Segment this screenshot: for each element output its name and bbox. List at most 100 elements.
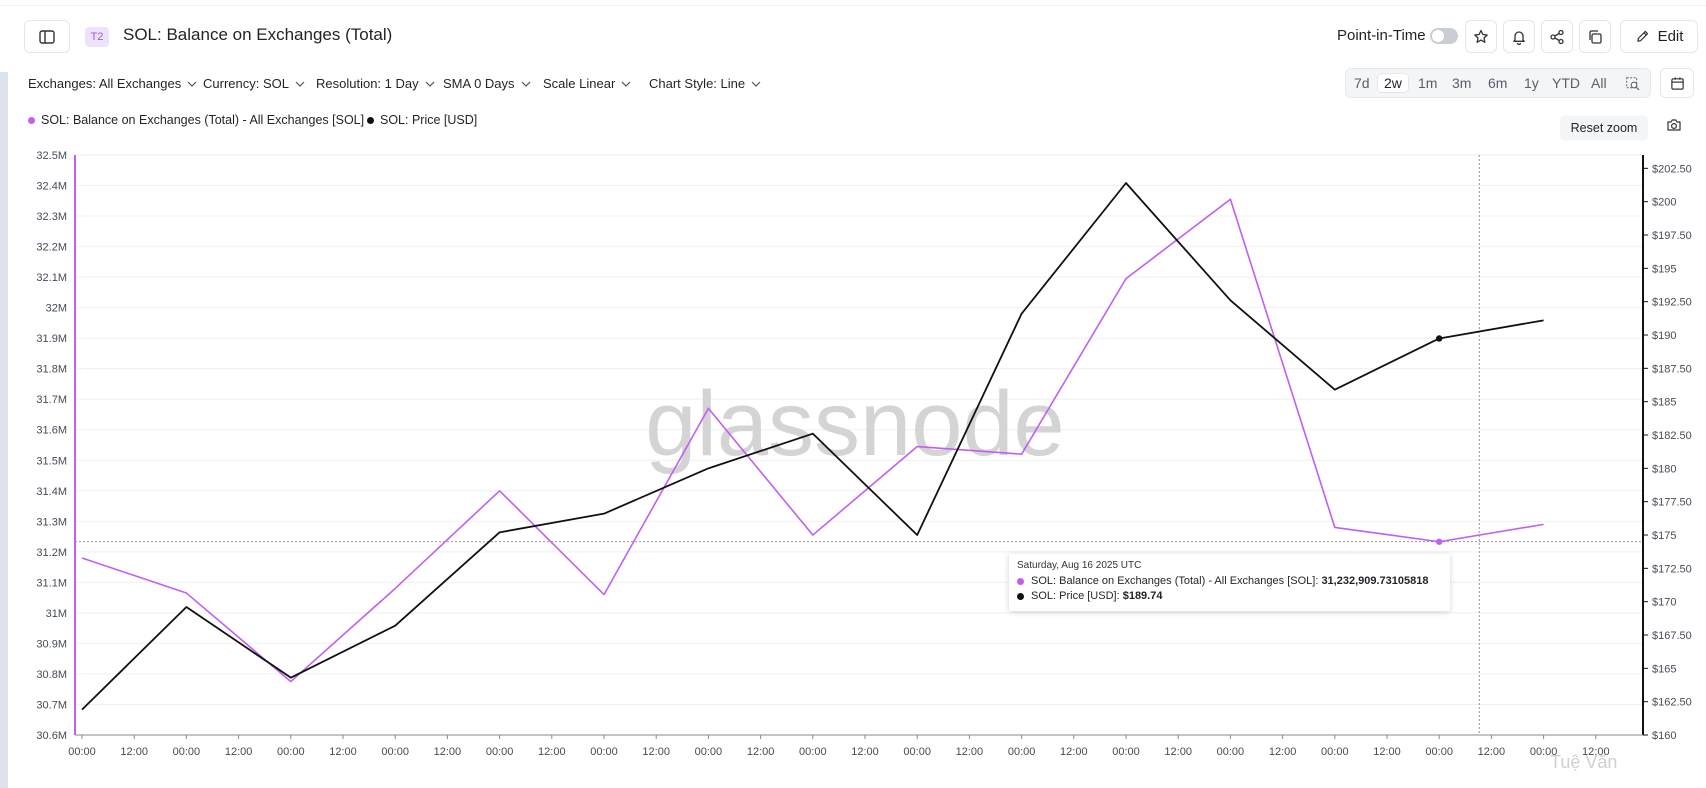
tooltip-price-value: $189.74 [1122,590,1163,602]
y-left-tick-label: 31.3M [36,516,67,528]
x-tick-label: 12:00 [851,746,879,758]
tooltip-price-dot [1017,593,1024,600]
y-left-tick-label: 30.8M [36,669,67,681]
point-in-time-toggle[interactable] [1430,28,1458,44]
x-tick-label: 00:00 [68,746,96,758]
edit-label: Edit [1657,28,1684,45]
range-ytd-button[interactable]: YTD [1552,75,1580,91]
left-scroll-rail[interactable] [0,72,8,788]
balance-series-line [81,198,1544,683]
y-left-tick-label: 32.3M [36,211,67,223]
exchanges-label: Exchanges: All Exchanges [28,76,182,91]
chart-style-dropdown[interactable]: Chart Style: Line [649,76,761,91]
y-right-tick-label: $182.50 [1652,430,1692,442]
tooltip-price-row: SOL: Price [USD]: $189.74 [1017,589,1442,604]
y-right-tick-label: $170 [1652,597,1676,609]
top-divider [0,5,1706,6]
favorite-button[interactable] [1465,20,1497,53]
x-tick-label: 12:00 [747,746,775,758]
y-left-tick-label: 32.1M [36,272,67,284]
point-in-time-label: Point-in-Time [1337,27,1426,44]
date-picker-button[interactable] [1660,68,1694,98]
y-right-tick-label: $167.50 [1652,630,1692,642]
chevron-down-icon [425,81,435,87]
y-right-tick-label: $202.50 [1652,163,1692,175]
y-right-tick-label: $177.50 [1652,497,1692,509]
x-tick-label: 00:00 [1008,746,1036,758]
resolution-dropdown[interactable]: Resolution: 1 Day [316,76,435,91]
range-2w-button[interactable]: 2w [1378,74,1408,92]
x-tick-label: 00:00 [277,746,305,758]
chart-style-label: Chart Style: Line [649,76,746,91]
x-tick-label: 12:00 [329,746,357,758]
range-6m-button[interactable]: 6m [1488,75,1508,91]
sma-dropdown[interactable]: SMA 0 Days [443,76,531,91]
scale-label: Scale Linear [543,76,616,91]
reset-zoom-button[interactable]: Reset zoom [1560,116,1648,140]
price-series-line [81,182,1544,711]
x-tick-label: 12:00 [1164,746,1192,758]
edit-button[interactable]: Edit [1620,20,1698,53]
range-1m-button[interactable]: 1m [1418,75,1438,91]
x-tick-label: 12:00 [1582,746,1610,758]
balance-legend-dot [28,116,35,124]
y-left-tick-label: 30.6M [36,730,67,742]
y-left-tick-label: 31.9M [36,333,67,345]
sma-label: SMA 0 Days [443,76,515,91]
tooltip-balance-label: SOL: Balance on Exchanges (Total) - All … [1031,575,1322,587]
range-7d-button[interactable]: 7d [1354,75,1370,91]
chart-tooltip: Saturday, Aug 16 2025 UTC SOL: Balance o… [1009,554,1450,611]
watermark: glassnode [645,373,1064,475]
share-icon [1550,29,1564,44]
x-tick-label: 12:00 [1373,746,1401,758]
chevron-down-icon [621,81,631,87]
x-tick-label: 00:00 [1321,746,1349,758]
y-right-tick-label: $180 [1652,463,1676,475]
x-tick-label: 12:00 [225,746,253,758]
x-tick-label: 12:00 [1269,746,1297,758]
y-left-tick-label: 32.2M [36,242,67,254]
duplicate-button[interactable] [1579,20,1611,53]
x-tick-label: 12:00 [956,746,984,758]
y-right-tick-label: $200 [1652,197,1676,209]
alert-button[interactable] [1503,20,1535,53]
legend-item-balance[interactable]: SOL: Balance on Exchanges (Total) - All … [28,113,364,127]
range-3m-button[interactable]: 3m [1452,75,1472,91]
x-tick-label: 00:00 [695,746,723,758]
y-left-tick-label: 30.7M [36,699,67,711]
x-tick-label: 00:00 [590,746,618,758]
y-left-tick-label: 31M [46,608,67,620]
y-left-tick-label: 31.7M [36,394,67,406]
y-left-tick-label: 31.6M [36,425,67,437]
x-tick-label: 00:00 [799,746,827,758]
tier-badge: T2 [85,27,109,47]
bell-icon [1513,30,1525,45]
chevron-down-icon [295,81,305,87]
zoom-select-icon[interactable] [1626,77,1640,91]
currency-dropdown[interactable]: Currency: SOL [203,76,305,91]
x-tick-label: 00:00 [1530,746,1558,758]
y-left-tick-label: 30.9M [36,638,67,650]
scale-dropdown[interactable]: Scale Linear [543,76,631,91]
tooltip-price-label: SOL: Price [USD]: [1031,590,1123,602]
share-button[interactable] [1541,20,1573,53]
sidebar-toggle-button[interactable] [24,20,70,53]
axes: 30.6M 30.7M 30.8M 30.9M 31M 31.1M 31.2M 31.3M 31… [36,150,1691,758]
range-all-button[interactable]: All [1591,75,1607,91]
y-left-tick-label: 32M [46,303,67,315]
tooltip-balance-value: 31,232,909.73105818 [1321,575,1429,587]
legend-item-price[interactable]: SOL: Price [USD] [367,113,477,127]
chevron-down-icon [751,81,761,87]
resolution-label: Resolution: 1 Day [316,76,419,91]
y-left-tick-label: 31.1M [36,577,67,589]
copy-icon [1589,29,1602,44]
x-tick-label: 00:00 [903,746,931,758]
screenshot-button[interactable] [1666,118,1682,137]
y-right-tick-label: $187.50 [1652,363,1692,375]
exchanges-dropdown[interactable]: Exchanges: All Exchanges [28,76,197,91]
range-1y-button[interactable]: 1y [1524,75,1539,91]
y-left-tick-label: 32.5M [36,150,67,162]
y-right-tick-label: $160 [1652,730,1676,742]
y-left-tick-label: 32.4M [36,181,67,193]
